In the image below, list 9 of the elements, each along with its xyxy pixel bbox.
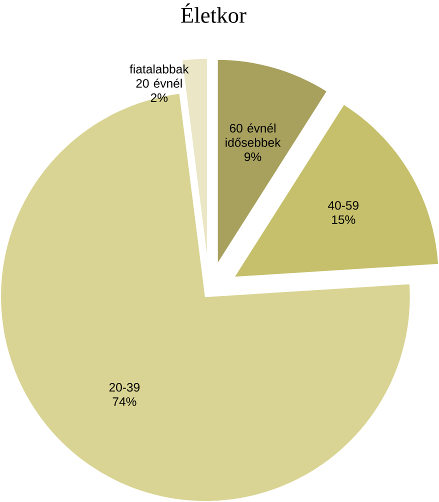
data-label: 9% — [244, 152, 262, 162]
data-label: 2% — [150, 93, 168, 102]
data-label: 15% — [332, 215, 356, 224]
data-label: 74% — [112, 397, 136, 406]
slice-label: 20-39 — [109, 383, 140, 392]
slice-label: 40-59 — [328, 201, 358, 210]
slice-label: 60 évnél idősebbek — [226, 123, 281, 147]
slice-label: fiatalabbak 20 évnél — [130, 64, 189, 88]
chart-title: Életkor — [181, 3, 246, 23]
